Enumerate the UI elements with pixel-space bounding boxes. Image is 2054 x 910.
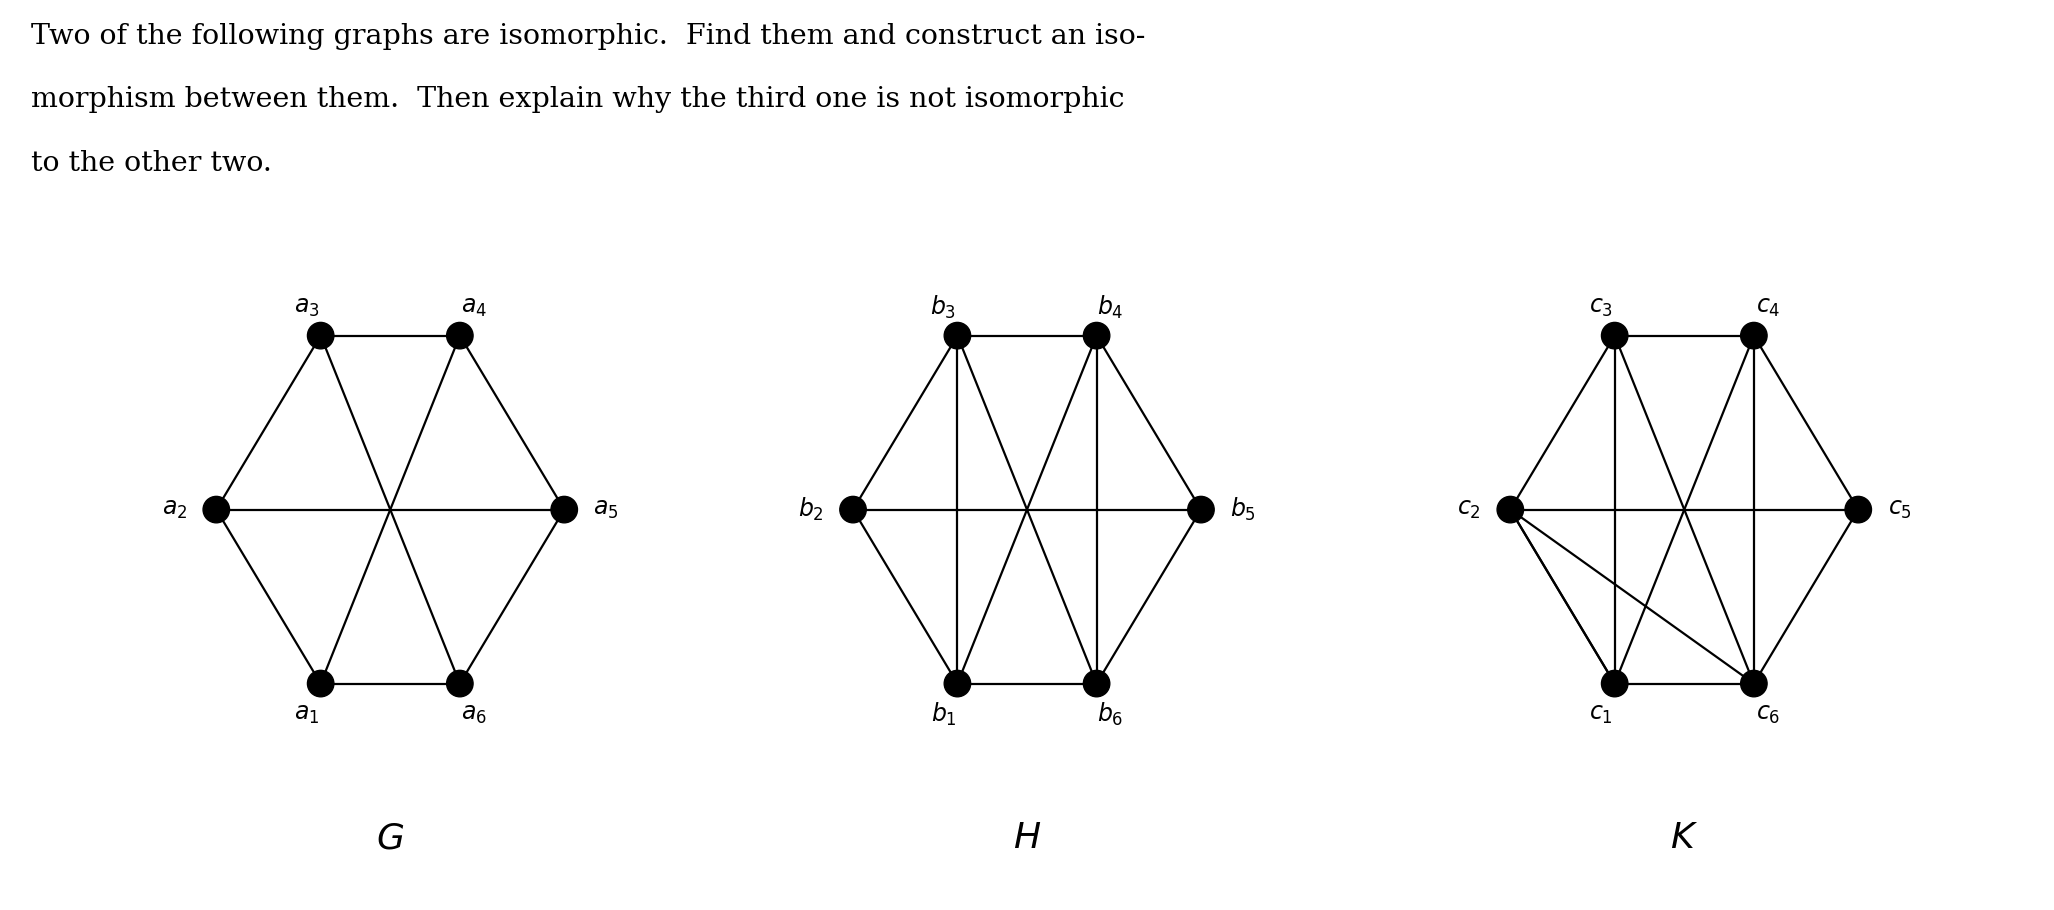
Circle shape <box>1844 496 1871 523</box>
Text: $G$: $G$ <box>376 822 405 855</box>
Circle shape <box>550 496 577 523</box>
Text: $a_3$: $a_3$ <box>294 297 320 319</box>
Text: $H$: $H$ <box>1013 822 1041 855</box>
Text: to the other two.: to the other two. <box>31 150 271 177</box>
Circle shape <box>203 496 230 523</box>
Text: $c_4$: $c_4$ <box>1756 297 1781 319</box>
Text: $b_6$: $b_6$ <box>1097 702 1124 729</box>
Circle shape <box>308 322 335 349</box>
Text: $c_5$: $c_5$ <box>1888 498 1912 521</box>
Circle shape <box>840 496 867 523</box>
Text: $c_2$: $c_2$ <box>1456 498 1481 521</box>
Text: $a_2$: $a_2$ <box>162 498 187 521</box>
Text: $a_4$: $a_4$ <box>460 297 487 319</box>
Text: $b_1$: $b_1$ <box>930 702 957 729</box>
Text: $b_2$: $b_2$ <box>799 496 824 523</box>
Text: $b_5$: $b_5$ <box>1230 496 1255 523</box>
Circle shape <box>1740 322 1766 349</box>
Circle shape <box>446 671 472 697</box>
Text: morphism between them.  Then explain why the third one is not isomorphic: morphism between them. Then explain why … <box>31 86 1124 114</box>
Text: $c_3$: $c_3$ <box>1588 297 1612 319</box>
Circle shape <box>1602 322 1629 349</box>
Circle shape <box>1082 322 1109 349</box>
Circle shape <box>1497 496 1524 523</box>
Text: $a_6$: $a_6$ <box>460 703 487 726</box>
Circle shape <box>945 322 972 349</box>
Circle shape <box>1602 671 1629 697</box>
Circle shape <box>1082 671 1109 697</box>
Text: $b_4$: $b_4$ <box>1097 294 1124 321</box>
Circle shape <box>945 671 972 697</box>
Text: $K$: $K$ <box>1670 822 1699 855</box>
Text: $a_5$: $a_5$ <box>594 498 618 521</box>
Circle shape <box>1187 496 1214 523</box>
Circle shape <box>308 671 335 697</box>
Text: $c_1$: $c_1$ <box>1590 703 1612 726</box>
Text: $a_1$: $a_1$ <box>294 703 320 726</box>
Text: $b_3$: $b_3$ <box>930 294 957 321</box>
Text: Two of the following graphs are isomorphic.  Find them and construct an iso-: Two of the following graphs are isomorph… <box>31 23 1146 50</box>
Circle shape <box>446 322 472 349</box>
Circle shape <box>1740 671 1766 697</box>
Text: $c_6$: $c_6$ <box>1756 703 1781 726</box>
